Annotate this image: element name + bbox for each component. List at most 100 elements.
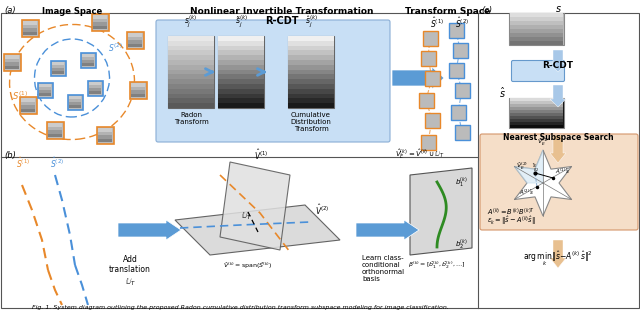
Bar xyxy=(89,82,101,85)
Bar xyxy=(69,105,81,108)
Bar xyxy=(218,89,264,94)
Bar xyxy=(52,68,64,71)
Bar xyxy=(48,123,62,126)
Bar xyxy=(89,91,101,94)
Bar xyxy=(168,50,214,55)
Text: $\epsilon_k = \|\hat{s} - A^{(k)}\hat{s}\|$: $\epsilon_k = \|\hat{s} - A^{(k)}\hat{s}… xyxy=(487,215,536,228)
Bar xyxy=(168,94,214,98)
Bar xyxy=(98,139,112,142)
Text: $\hat{V}^{(1)}$: $\hat{V}^{(1)}$ xyxy=(254,147,268,162)
Text: Cumulative
Distribution
Transform: Cumulative Distribution Transform xyxy=(291,112,332,132)
Bar xyxy=(93,18,107,22)
Bar xyxy=(69,102,81,105)
Bar xyxy=(52,65,64,68)
Bar xyxy=(510,25,563,29)
Bar xyxy=(288,70,334,74)
Bar xyxy=(48,130,62,133)
Text: (c): (c) xyxy=(481,6,492,15)
Bar xyxy=(288,74,334,79)
FancyBboxPatch shape xyxy=(19,96,36,113)
Bar xyxy=(510,29,563,33)
Bar xyxy=(510,13,563,17)
FancyBboxPatch shape xyxy=(168,36,214,108)
Bar xyxy=(89,88,101,91)
Text: $\tilde{s}_j^{(k)}$: $\tilde{s}_j^{(k)}$ xyxy=(235,14,248,30)
Bar xyxy=(39,93,51,96)
Bar xyxy=(5,62,19,66)
Bar xyxy=(510,107,563,110)
Text: $b_1^{(k)}$: $b_1^{(k)}$ xyxy=(455,175,468,190)
Bar xyxy=(82,54,94,57)
Bar xyxy=(131,87,145,90)
Polygon shape xyxy=(175,205,340,255)
Bar xyxy=(218,70,264,74)
Bar xyxy=(5,66,19,69)
Bar xyxy=(131,94,145,97)
Bar xyxy=(168,89,214,94)
Bar xyxy=(218,74,264,79)
Text: $\hat{V}_E^{(1)}$: $\hat{V}_E^{(1)}$ xyxy=(537,137,549,148)
Text: $\hat{s}$: $\hat{s}$ xyxy=(532,161,536,170)
FancyBboxPatch shape xyxy=(47,121,63,139)
Text: $\hat{s}$: $\hat{s}$ xyxy=(499,86,506,100)
Bar xyxy=(82,63,94,66)
Bar xyxy=(218,65,264,70)
Bar xyxy=(168,70,214,74)
Bar xyxy=(69,96,81,99)
Bar xyxy=(69,99,81,102)
Text: R-CDT: R-CDT xyxy=(543,61,573,70)
FancyBboxPatch shape xyxy=(156,20,390,142)
FancyBboxPatch shape xyxy=(420,134,435,150)
Bar xyxy=(168,74,214,79)
FancyBboxPatch shape xyxy=(454,82,470,98)
FancyArrow shape xyxy=(550,50,566,72)
Bar xyxy=(98,135,112,139)
Bar xyxy=(510,122,563,125)
FancyBboxPatch shape xyxy=(127,31,143,49)
Text: $\epsilon_2$: $\epsilon_2$ xyxy=(532,165,539,173)
Bar xyxy=(5,55,19,59)
Bar xyxy=(52,71,64,74)
Bar xyxy=(510,33,563,37)
Text: $S^{(1)}$: $S^{(1)}$ xyxy=(12,90,28,102)
Text: $\hat{V}_E^{(k)} = \hat{V}^{(k)} \cup \mathbb{U}_T$: $\hat{V}_E^{(k)} = \hat{V}^{(k)} \cup \m… xyxy=(395,148,445,162)
Text: $b_2^{(k)}$: $b_2^{(k)}$ xyxy=(455,238,468,253)
Bar xyxy=(131,90,145,94)
Text: $\hat{S}^{(2)}$: $\hat{S}^{(2)}$ xyxy=(50,156,64,170)
Bar xyxy=(128,40,142,43)
Bar xyxy=(510,119,563,122)
Bar xyxy=(48,133,62,137)
FancyBboxPatch shape xyxy=(509,13,564,45)
FancyBboxPatch shape xyxy=(51,61,65,75)
Bar xyxy=(168,79,214,84)
Polygon shape xyxy=(515,150,543,183)
FancyArrow shape xyxy=(550,135,566,163)
Bar xyxy=(128,43,142,47)
Text: $\arg\min_k \|\hat{s} - A^{(k)}\hat{s}\|^2$: $\arg\min_k \|\hat{s} - A^{(k)}\hat{s}\|… xyxy=(523,249,593,268)
Text: $\hat{S}^{(1)}$: $\hat{S}^{(1)}$ xyxy=(430,16,444,30)
FancyArrow shape xyxy=(356,220,419,240)
Text: Image Space: Image Space xyxy=(42,7,102,16)
FancyBboxPatch shape xyxy=(424,113,440,127)
FancyArrow shape xyxy=(550,85,566,107)
Bar xyxy=(288,46,334,50)
Text: $A^{(k)} = B^{(k)}B^{(k)T}$: $A^{(k)} = B^{(k)}B^{(k)T}$ xyxy=(487,207,535,218)
Bar xyxy=(218,46,264,50)
Bar xyxy=(168,65,214,70)
FancyBboxPatch shape xyxy=(511,61,564,81)
Bar xyxy=(288,41,334,46)
Bar xyxy=(23,31,37,35)
Text: Add
translation
$\mathbb{U}_T$: Add translation $\mathbb{U}_T$ xyxy=(109,255,151,288)
Text: Radon
Transform: Radon Transform xyxy=(173,112,209,125)
FancyBboxPatch shape xyxy=(449,62,463,77)
Bar xyxy=(288,79,334,84)
Bar xyxy=(218,103,264,108)
Bar xyxy=(288,84,334,89)
Polygon shape xyxy=(220,162,290,250)
Text: $\hat{S}^{(1)}$: $\hat{S}^{(1)}$ xyxy=(16,156,30,170)
FancyBboxPatch shape xyxy=(38,82,52,98)
Bar xyxy=(23,24,37,28)
Bar xyxy=(168,60,214,65)
Bar xyxy=(168,41,214,46)
FancyBboxPatch shape xyxy=(449,23,463,37)
